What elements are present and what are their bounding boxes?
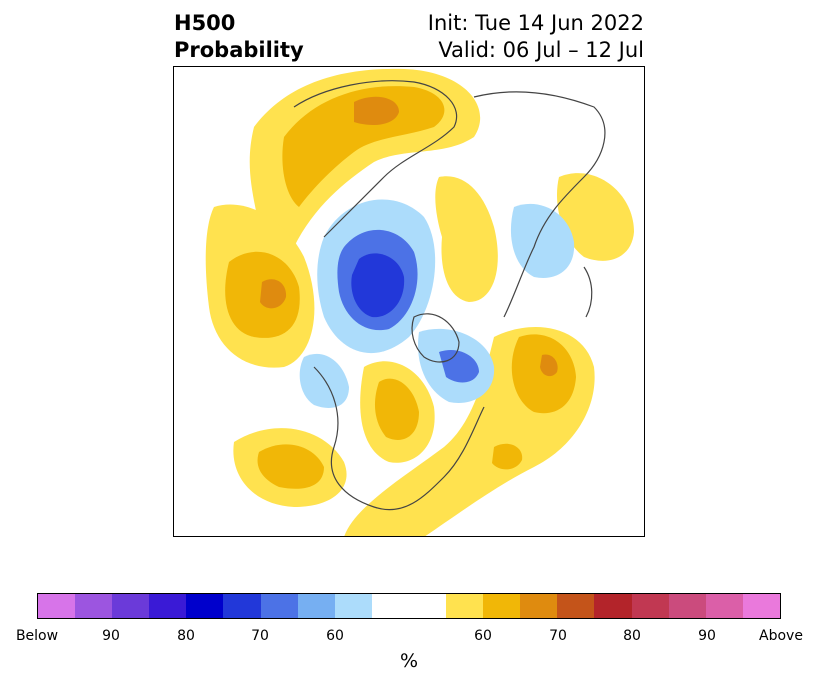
above-region-eastasia	[556, 173, 634, 261]
below-region-west	[299, 353, 349, 408]
colorbar-cell	[446, 594, 484, 618]
forecast-dates: Init: Tue 14 Jun 2022 Valid: 06 Jul – 12…	[428, 10, 644, 64]
title-type: Probability	[174, 38, 304, 62]
coast-northamerica	[313, 366, 485, 511]
map-title: H500 Probability	[174, 10, 304, 64]
colorbar-cell	[260, 594, 298, 618]
colorbar-tick-above-80: 80	[623, 628, 641, 644]
colorbar-cell	[75, 594, 113, 618]
colorbar-cell	[705, 594, 743, 618]
coast-japan	[583, 266, 593, 318]
above-region-siberia	[435, 176, 498, 302]
colorbar-cell	[371, 594, 409, 618]
coast-greenland	[411, 313, 460, 363]
colorbar-cell	[334, 594, 372, 618]
above-region-europe-peak	[354, 96, 399, 125]
colorbar-tick-below-90: 90	[102, 628, 120, 644]
colorbar-cell	[520, 594, 558, 618]
colorbar-cell	[186, 594, 224, 618]
colorbar-cell	[557, 594, 595, 618]
colorbar-tick-below-80: 80	[177, 628, 195, 644]
colorbar	[37, 593, 781, 619]
title-variable: H500	[174, 11, 236, 35]
colorbar-cell	[297, 594, 335, 618]
colorbar-unit: %	[399, 650, 419, 672]
below-region-hudson-core	[439, 349, 479, 383]
coast-asia	[473, 91, 606, 318]
above-region-pacific-peak	[260, 279, 287, 309]
above-region-europe-core	[282, 86, 445, 207]
below-normal-regions	[299, 199, 575, 408]
colorbar-cell	[408, 594, 447, 618]
colorbar-cell	[631, 594, 669, 618]
below-region-arctic-peak	[351, 253, 405, 318]
colorbar-tick-below: Below	[15, 628, 59, 644]
above-region-atlantic-core	[257, 444, 324, 489]
colorbar-cell	[149, 594, 187, 618]
colorbar-tick-above: Above	[759, 628, 803, 644]
colorbar-cell	[594, 594, 632, 618]
init-date: Init: Tue 14 Jun 2022	[427, 11, 644, 35]
above-region-small	[492, 443, 523, 470]
colorbar-cell	[223, 594, 261, 618]
colorbar-cell	[38, 594, 76, 618]
colorbar-tick-above-90: 90	[698, 628, 716, 644]
valid-range: Valid: 06 Jul – 12 Jul	[438, 38, 644, 62]
colorbar-cell	[742, 594, 780, 618]
colorbar-cell	[112, 594, 150, 618]
colorbar-tick-above-60: 60	[474, 628, 492, 644]
probability-map	[173, 66, 645, 537]
above-normal-regions	[205, 68, 634, 536]
above-region-npacific-peak	[540, 354, 558, 377]
map-canvas	[205, 68, 634, 536]
colorbar-tick-above-70: 70	[549, 628, 567, 644]
above-region-canada-core	[374, 378, 419, 440]
colorbar-tick-below-70: 70	[251, 628, 269, 644]
coast-europe	[293, 80, 458, 238]
colorbar-cell	[483, 594, 521, 618]
colorbar-cell	[668, 594, 706, 618]
coastlines	[293, 80, 606, 511]
below-region-eurasia	[510, 203, 575, 278]
colorbar-tick-below-60: 60	[326, 628, 344, 644]
